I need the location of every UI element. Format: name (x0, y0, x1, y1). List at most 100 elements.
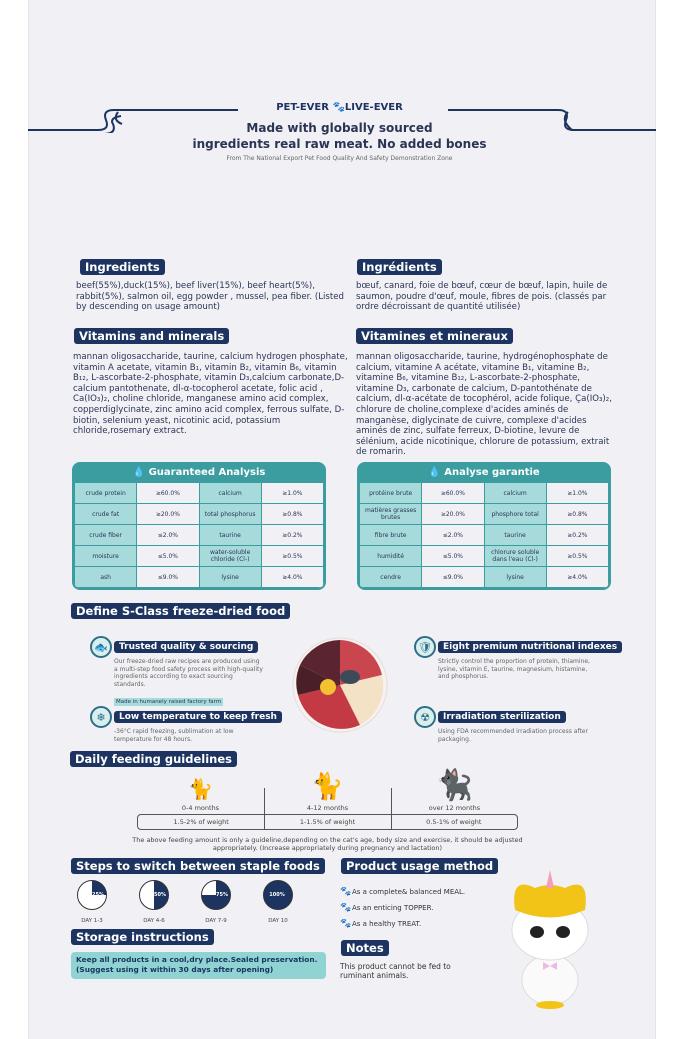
table-header: 💧 Guaranteed Analysis (74, 464, 324, 482)
analysis-value: ≥60.0% (421, 482, 485, 504)
feature-text: Using FDA recommended irradiation proces… (438, 728, 588, 743)
stage-age: over 12 months (428, 804, 481, 812)
step-day: DAY 7-9 (205, 918, 227, 924)
storage-text: Keep all products in a cool,dry place.Se… (71, 952, 326, 979)
feeding-stage: 🐈 0-4 months (137, 770, 264, 812)
step-day: DAY 10 (268, 918, 288, 924)
analysis-nutrient: calcium (483, 482, 547, 504)
step-item: 25% DAY 1-3 (72, 880, 112, 924)
feature-text: -36°C rapid freezing, sublimation at low… (114, 728, 234, 743)
table-title: Guaranteed Analysis (148, 467, 266, 478)
analysis-nutrient: matières grasses brutes (359, 503, 423, 525)
analysis-nutrient: taurine (483, 524, 547, 546)
usage-text: As a complete& balanced MEAL. (352, 888, 466, 896)
step-percent: 100% (269, 892, 285, 898)
step-pie-chart: 50% (139, 880, 169, 910)
analysis-nutrient: crude fat (74, 503, 138, 525)
analysis-row: cendre ≤9.0% lysine ≥4.0% (359, 566, 609, 588)
usage-item: 🐾As an enticing TOPPER. (340, 900, 465, 916)
analysis-nutrient: cendre (359, 566, 423, 588)
feature-tag: Made in humanely raised factory farm (114, 698, 224, 706)
analysis-nutrient: lysine (198, 566, 262, 588)
kitten-icon: 🐈 (188, 777, 213, 801)
vitamins-text-fr: mannan oligosaccharide, taurine, hydrogé… (356, 352, 612, 458)
ingredients-heading-en: Ingredients (80, 259, 165, 275)
analysis-value: ≥20.0% (136, 503, 200, 525)
analysis-nutrient: ash (74, 566, 138, 588)
headline-line-1: Made with globally sourced (246, 121, 433, 135)
raw-meat-plate-image (292, 637, 388, 733)
step-day: DAY 4-6 (143, 918, 165, 924)
feeding-stage: 🐈 4-12 months (264, 770, 391, 812)
ingredients-text-fr: bœuf, canard, foie de bœuf, cœur de bœuf… (356, 281, 608, 313)
feature-text: Our freeze-dried raw recipes are produce… (114, 658, 263, 688)
snowflake-icon: ❄ (90, 706, 112, 728)
stage-amount: 1-1.5% of weight (299, 818, 356, 826)
usage-text: As a healthy TREAT. (352, 920, 422, 928)
usage-heading: Product usage method (341, 858, 499, 874)
analysis-nutrient: crude protein (74, 482, 138, 504)
analysis-nutrient: water-soluble chloride (Cl-) (198, 545, 262, 567)
analysis-nutrient: taurine (198, 524, 262, 546)
feeding-table: 🐈 0-4 months 🐈 4-12 months 🐈‍⬛ over 12 mont… (137, 768, 518, 830)
step-pie-chart: 25% (77, 880, 107, 910)
feature-title: Eight premium nutritional indexes (438, 641, 623, 653)
stage-amount: 0.5-1% of weight (426, 818, 482, 826)
analysis-value: ≥0.8% (260, 503, 324, 525)
analysis-nutrient: fibre brute (359, 524, 423, 546)
analysis-value: ≥4.0% (545, 566, 609, 588)
analysis-value: ≥0.2% (260, 524, 324, 546)
analysis-nutrient: crude fiber (74, 524, 138, 546)
analysis-nutrient: protéine brute (359, 482, 423, 504)
guaranteed-analysis-table-en: 💧 Guaranteed Analysis crude protein ≥60.0… (72, 462, 326, 590)
analysis-nutrient: lysine (483, 566, 547, 588)
vitamins-text-en: mannan oligosaccharide, taurine, calcium… (73, 352, 348, 437)
feature-freeze: ❄ Low temperature to keep fresh -36°C rap… (90, 706, 282, 743)
step-item: 75% DAY 7-9 (196, 880, 236, 924)
brand-tagline: PET-EVER 🐾LIVE-EVER (0, 102, 679, 113)
young-cat-icon: 🐈 (311, 772, 344, 802)
analysis-row: fibre brute ≤2.0% taurine ≥0.2% (359, 524, 609, 546)
analysis-nutrient: phosphore total (483, 503, 547, 525)
headline: Made with globally sourced ingredients re… (0, 120, 679, 152)
feature-sourcing: 🐟 Trusted quality & sourcing Our freeze-d… (90, 636, 264, 707)
drops-icon: 💧 (132, 467, 149, 478)
analysis-value: ≤5.0% (421, 545, 485, 567)
feature-nutrition: 🛡 Eight premium nutritional indexes Stric… (414, 636, 623, 681)
stage-age: 4-12 months (306, 804, 349, 812)
analysis-value: ≥0.8% (545, 503, 609, 525)
feature-text: Strictly control the proportion of prote… (438, 658, 590, 680)
feature-title: Low temperature to keep fresh (114, 711, 282, 723)
shield-icon: 🛡 (414, 636, 436, 658)
analysis-row: crude fat ≥20.0% total phosphorus ≥0.8% (74, 503, 324, 525)
analysis-value: ≥4.0% (260, 566, 324, 588)
feeding-note: The above feeding amount is only a guide… (132, 836, 523, 852)
usage-list: 🐾As a complete& balanced MEAL. 🐾As an en… (340, 884, 465, 932)
radiation-icon: ☢ (414, 706, 436, 728)
usage-text: As an enticing TOPPER. (352, 904, 434, 912)
feeding-heading: Daily feeding guidelines (70, 751, 237, 767)
analysis-value: ≤9.0% (421, 566, 485, 588)
paw-icon: 🐾 (340, 903, 352, 913)
analysis-row: crude fiber ≤2.0% taurine ≥0.2% (74, 524, 324, 546)
vitamins-heading-fr: Vitamines et mineraux (356, 328, 513, 344)
analysis-value: ≥20.0% (421, 503, 485, 525)
step-percent: 75% (216, 892, 228, 898)
paw-icon: 🐾 (332, 102, 345, 113)
paw-icon: 🐾 (340, 919, 352, 929)
analysis-value: ≤9.0% (136, 566, 200, 588)
guaranteed-analysis-table-fr: 💧 Analyse garantie protéine brute ≥60.0% c… (357, 462, 611, 590)
analysis-row: crude protein ≥60.0% calcium ≥1.0% (74, 482, 324, 504)
drops-icon: 💧 (428, 467, 445, 478)
analysis-value: ≤2.0% (421, 524, 485, 546)
adult-cat-icon: 🐈‍⬛ (435, 768, 474, 803)
define-heading: Define S-Class freeze-dried food (71, 603, 291, 619)
feature-title: Irradiation sterilization (438, 711, 566, 723)
mascot-image (511, 870, 589, 1009)
step-percent: 25% (92, 892, 104, 898)
steps-list: 25% DAY 1-3 50% DAY 4-6 75% DAY 7-9 100% DAY 10 (72, 880, 298, 924)
paw-icon: 🐾 (340, 887, 352, 897)
table-header: 💧 Analyse garantie (359, 464, 609, 482)
feature-irradiation: ☢ Irradiation sterilization Using FDA rec… (414, 706, 588, 743)
analysis-nutrient: chlorure soluble dans l'eau (Cl-) (483, 545, 547, 567)
